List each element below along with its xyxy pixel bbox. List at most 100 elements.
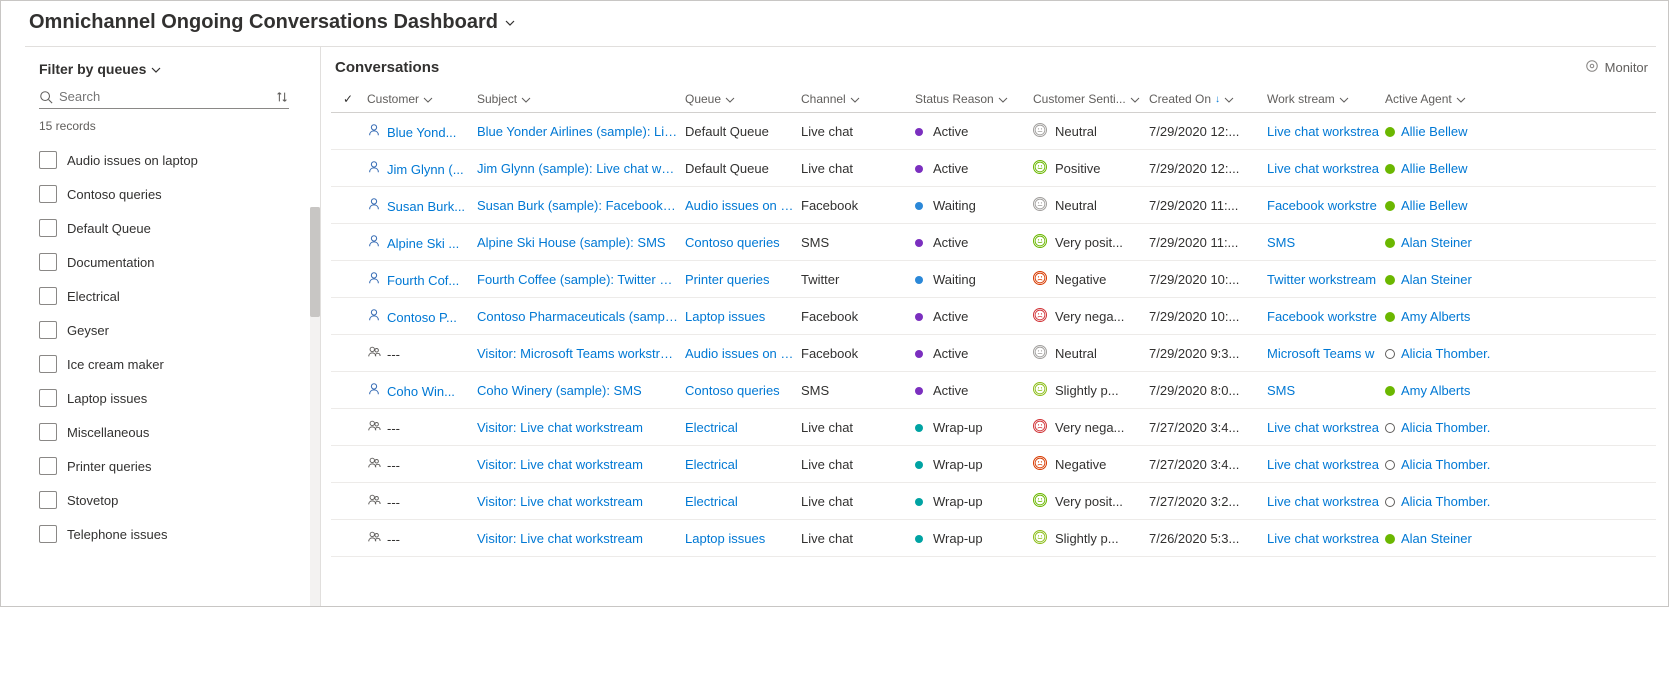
agent-link[interactable]: Alicia Thomber.: [1401, 457, 1490, 472]
col-queue[interactable]: Queue: [685, 92, 801, 106]
queue-checkbox[interactable]: [39, 321, 57, 339]
agent-link[interactable]: Alan Steiner: [1401, 531, 1472, 546]
table-row[interactable]: ---Visitor: Live chat workstreamElectric…: [331, 483, 1656, 520]
agent-cell[interactable]: Amy Alberts: [1385, 383, 1515, 398]
col-created[interactable]: Created On ↓: [1149, 92, 1267, 106]
select-all[interactable]: ✓: [331, 92, 365, 106]
queue-item[interactable]: Ice cream maker: [39, 347, 306, 381]
filter-title[interactable]: Filter by queues: [39, 61, 310, 77]
subject-link[interactable]: Blue Yonder Airlines (sample): Live c: [477, 124, 685, 139]
subject-link[interactable]: Jim Glynn (sample): Live chat works: [477, 161, 685, 176]
queue-checkbox[interactable]: [39, 151, 57, 169]
subject-link[interactable]: Visitor: Live chat workstream: [477, 494, 685, 509]
queue-item[interactable]: Telephone issues: [39, 517, 306, 551]
agent-cell[interactable]: Allie Bellew: [1385, 124, 1515, 139]
col-agent[interactable]: Active Agent: [1385, 92, 1515, 106]
queue-item[interactable]: Printer queries: [39, 449, 306, 483]
workstream-link[interactable]: Facebook workstre: [1267, 198, 1385, 213]
agent-cell[interactable]: Alicia Thomber.: [1385, 457, 1515, 472]
queue-checkbox[interactable]: [39, 525, 57, 543]
queue-cell[interactable]: Contoso queries: [685, 235, 801, 250]
subject-link[interactable]: Visitor: Live chat workstream: [477, 531, 685, 546]
customer-link[interactable]: Alpine Ski ...: [387, 236, 459, 251]
table-row[interactable]: Alpine Ski ... Alpine Ski House (sample):…: [331, 224, 1656, 261]
customer-cell[interactable]: Contoso P...: [365, 308, 477, 325]
queue-item[interactable]: Documentation: [39, 245, 306, 279]
queue-cell[interactable]: Laptop issues: [685, 531, 801, 546]
agent-cell[interactable]: Amy Alberts: [1385, 309, 1515, 324]
customer-cell[interactable]: ---: [365, 530, 477, 547]
queue-cell[interactable]: Electrical: [685, 494, 801, 509]
agent-cell[interactable]: Allie Bellew: [1385, 198, 1515, 213]
workstream-link[interactable]: Microsoft Teams w: [1267, 346, 1385, 361]
customer-cell[interactable]: ---: [365, 456, 477, 473]
subject-link[interactable]: Visitor: Live chat workstream: [477, 420, 685, 435]
col-subject[interactable]: Subject: [477, 92, 685, 106]
table-row[interactable]: Jim Glynn (... Jim Glynn (sample): Live c…: [331, 150, 1656, 187]
table-row[interactable]: Fourth Cof... Fourth Coffee (sample): Twi…: [331, 261, 1656, 298]
queue-checkbox[interactable]: [39, 389, 57, 407]
agent-cell[interactable]: Alicia Thomber.: [1385, 494, 1515, 509]
agent-cell[interactable]: Alicia Thomber.: [1385, 346, 1515, 361]
customer-link[interactable]: Jim Glynn (...: [387, 162, 464, 177]
queue-item[interactable]: Geyser: [39, 313, 306, 347]
subject-link[interactable]: Fourth Coffee (sample): Twitter wor: [477, 272, 685, 287]
workstream-link[interactable]: Live chat workstrea: [1267, 161, 1385, 176]
agent-link[interactable]: Alicia Thomber.: [1401, 494, 1490, 509]
queue-checkbox[interactable]: [39, 457, 57, 475]
queue-cell[interactable]: Printer queries: [685, 272, 801, 287]
customer-cell[interactable]: Susan Burk...: [365, 197, 477, 214]
agent-link[interactable]: Alicia Thomber.: [1401, 346, 1490, 361]
search-input[interactable]: [59, 89, 269, 104]
queue-checkbox[interactable]: [39, 287, 57, 305]
workstream-link[interactable]: Live chat workstrea: [1267, 457, 1385, 472]
workstream-link[interactable]: Live chat workstrea: [1267, 494, 1385, 509]
col-sentiment[interactable]: Customer Senti...: [1033, 92, 1149, 106]
table-row[interactable]: ---Visitor: Live chat workstreamElectric…: [331, 409, 1656, 446]
agent-cell[interactable]: Alicia Thomber.: [1385, 420, 1515, 435]
workstream-link[interactable]: Live chat workstrea: [1267, 420, 1385, 435]
chevron-down-icon[interactable]: [504, 17, 516, 29]
agent-link[interactable]: Allie Bellew: [1401, 161, 1467, 176]
queue-checkbox[interactable]: [39, 423, 57, 441]
queue-cell[interactable]: Electrical: [685, 457, 801, 472]
subject-link[interactable]: Alpine Ski House (sample): SMS: [477, 235, 685, 250]
queue-item[interactable]: Electrical: [39, 279, 306, 313]
workstream-link[interactable]: SMS: [1267, 383, 1385, 398]
customer-cell[interactable]: ---: [365, 345, 477, 362]
scrollbar-track[interactable]: [310, 207, 320, 606]
queue-item[interactable]: Miscellaneous: [39, 415, 306, 449]
agent-link[interactable]: Allie Bellew: [1401, 198, 1467, 213]
agent-cell[interactable]: Alan Steiner: [1385, 272, 1515, 287]
workstream-link[interactable]: SMS: [1267, 235, 1385, 250]
queue-cell[interactable]: Electrical: [685, 420, 801, 435]
customer-link[interactable]: Blue Yond...: [387, 125, 456, 140]
queue-item[interactable]: Contoso queries: [39, 177, 306, 211]
queue-item[interactable]: Stovetop: [39, 483, 306, 517]
agent-link[interactable]: Alicia Thomber.: [1401, 420, 1490, 435]
queue-checkbox[interactable]: [39, 491, 57, 509]
subject-link[interactable]: Susan Burk (sample): Facebook wor: [477, 198, 685, 213]
workstream-link[interactable]: Live chat workstrea: [1267, 124, 1385, 139]
table-row[interactable]: Contoso P...Contoso Pharmaceuticals (sam…: [331, 298, 1656, 335]
col-workstream[interactable]: Work stream: [1267, 92, 1385, 106]
queue-checkbox[interactable]: [39, 219, 57, 237]
queue-item[interactable]: Audio issues on laptop: [39, 143, 306, 177]
queue-checkbox[interactable]: [39, 253, 57, 271]
agent-link[interactable]: Amy Alberts: [1401, 309, 1470, 324]
subject-link[interactable]: Visitor: Live chat workstream: [477, 457, 685, 472]
queue-cell[interactable]: Audio issues on lap: [685, 198, 801, 213]
customer-link[interactable]: Fourth Cof...: [387, 273, 459, 288]
queue-cell[interactable]: Audio issues on lap: [685, 346, 801, 361]
agent-link[interactable]: Alan Steiner: [1401, 272, 1472, 287]
scrollbar-thumb[interactable]: [310, 207, 320, 317]
workstream-link[interactable]: Facebook workstre: [1267, 309, 1385, 324]
queue-cell[interactable]: Laptop issues: [685, 309, 801, 324]
customer-link[interactable]: Susan Burk...: [387, 199, 465, 214]
col-channel[interactable]: Channel: [801, 92, 915, 106]
table-row[interactable]: ---Visitor: Live chat workstreamElectric…: [331, 446, 1656, 483]
agent-cell[interactable]: Alan Steiner: [1385, 531, 1515, 546]
agent-cell[interactable]: Alan Steiner: [1385, 235, 1515, 250]
queue-checkbox[interactable]: [39, 355, 57, 373]
customer-cell[interactable]: Fourth Cof...: [365, 271, 477, 288]
